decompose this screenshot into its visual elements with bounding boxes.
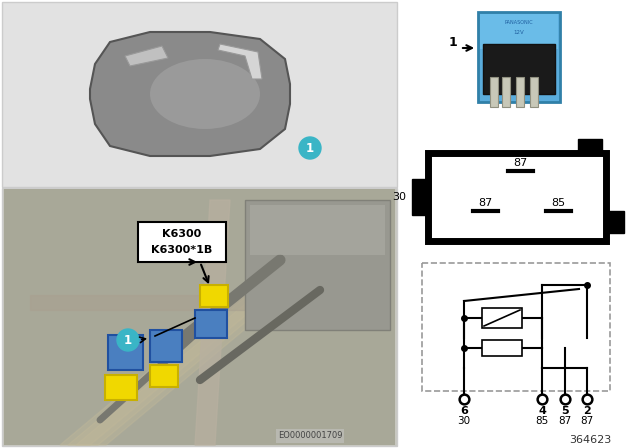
Text: 87: 87 — [478, 198, 492, 208]
Polygon shape — [30, 295, 370, 310]
Text: 2: 2 — [583, 406, 591, 416]
Bar — [2, 188, 397, 446]
Bar — [606, 211, 624, 233]
PathPatch shape — [90, 32, 290, 156]
Text: 364623: 364623 — [569, 435, 611, 445]
Text: 1: 1 — [449, 35, 458, 48]
Text: K6300*1B: K6300*1B — [152, 245, 212, 255]
Text: 87: 87 — [558, 416, 572, 426]
Polygon shape — [60, 220, 360, 445]
Bar — [2, 2, 397, 187]
Bar — [412, 179, 428, 215]
Bar — [578, 139, 602, 153]
Bar — [150, 365, 178, 387]
Circle shape — [117, 329, 139, 351]
Polygon shape — [195, 200, 230, 445]
Text: EO0000001709: EO0000001709 — [278, 431, 342, 440]
Bar — [138, 222, 226, 262]
Text: 87: 87 — [513, 158, 527, 168]
PathPatch shape — [125, 46, 168, 66]
Bar — [4, 189, 395, 445]
Bar — [422, 263, 610, 391]
Text: 1: 1 — [306, 142, 314, 155]
Bar — [195, 310, 227, 338]
Bar — [490, 77, 498, 107]
Bar — [480, 14, 558, 49]
Ellipse shape — [150, 59, 260, 129]
Text: 6: 6 — [460, 406, 468, 416]
Polygon shape — [76, 220, 376, 445]
Text: 30: 30 — [392, 192, 406, 202]
Bar — [108, 335, 143, 370]
Text: 87: 87 — [580, 416, 594, 426]
Bar — [502, 77, 510, 107]
Bar — [200, 285, 228, 307]
Bar — [150, 330, 182, 362]
Text: 4: 4 — [538, 406, 546, 416]
Text: 30: 30 — [458, 416, 470, 426]
Polygon shape — [68, 220, 368, 445]
Bar — [482, 308, 522, 328]
Bar — [105, 375, 137, 400]
Bar — [245, 200, 390, 330]
Bar — [250, 205, 385, 255]
Text: 85: 85 — [536, 416, 548, 426]
Text: 12V: 12V — [514, 30, 524, 34]
Text: K6300: K6300 — [163, 229, 202, 239]
Text: 85: 85 — [551, 198, 565, 208]
Bar — [483, 44, 555, 94]
Bar — [530, 77, 538, 107]
Bar — [478, 12, 560, 102]
Text: PANASONIC: PANASONIC — [505, 20, 533, 25]
Circle shape — [299, 137, 321, 159]
Bar — [428, 153, 606, 241]
Bar — [516, 77, 524, 107]
Text: 1: 1 — [124, 333, 132, 346]
Text: 5: 5 — [561, 406, 569, 416]
PathPatch shape — [218, 44, 262, 79]
Bar — [482, 340, 522, 356]
